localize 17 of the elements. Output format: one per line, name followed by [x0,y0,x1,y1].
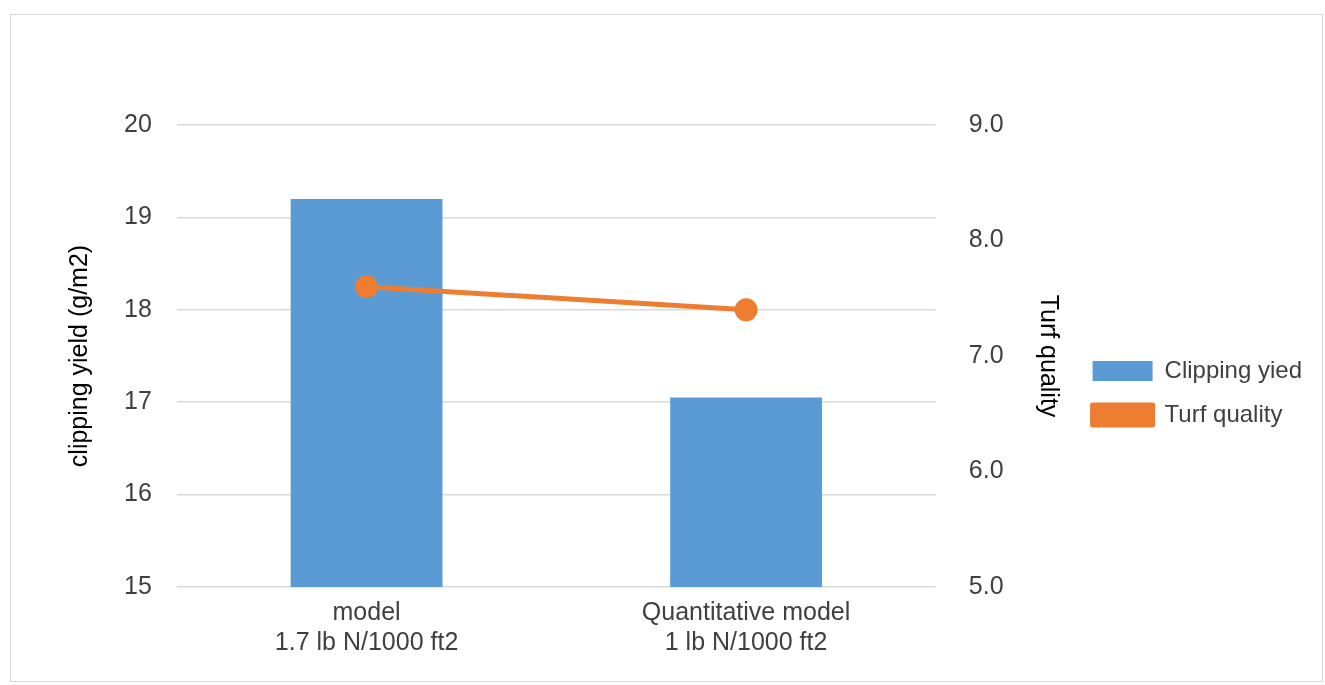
y-tick-label: 18 [124,293,152,322]
x-tick-label: Quantitative model 1 lb N/1000 ft2 [641,596,851,655]
y2-tick-label: 7.0 [968,339,1004,368]
y2-tick-label: 5.0 [968,570,1004,599]
y-axis-title: clipping yield (g/m2) [63,244,92,468]
y2-tick-label: 8.0 [968,224,1004,253]
y-tick-label: 16 [124,478,152,507]
y-tick-label: 15 [124,570,152,599]
y2-axis-title: Turf quality [1035,294,1064,418]
x-tick-label: model 1.7 lb N/1000 ft2 [274,596,459,655]
y2-tick-label: 6.0 [968,455,1004,484]
y-tick-label: 17 [124,386,152,415]
y-tick-label: 20 [124,108,152,137]
y-tick-label: 19 [124,201,152,230]
y2-tick-label: 9.0 [968,108,1004,137]
legend-label: Turf quality [1164,399,1283,427]
legend-label: Clipping yied [1164,355,1303,383]
